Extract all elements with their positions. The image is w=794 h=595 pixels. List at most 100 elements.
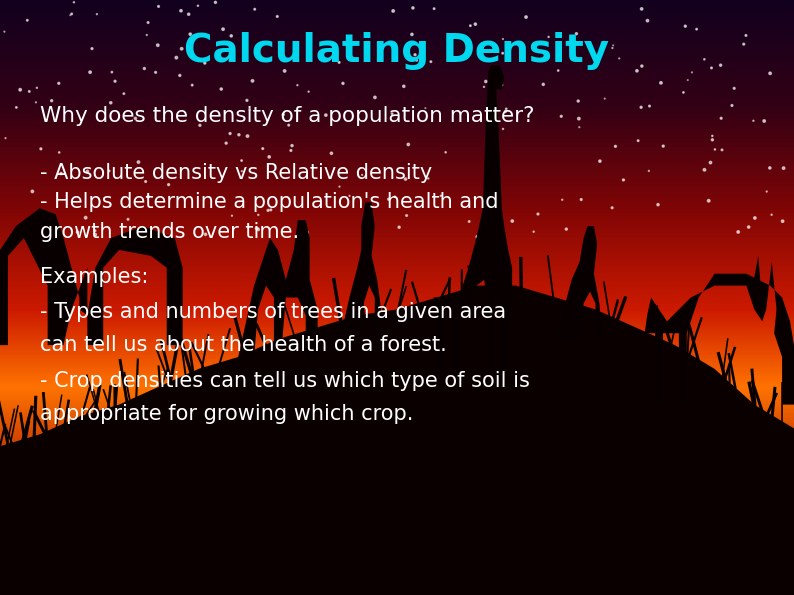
Polygon shape: [238, 220, 318, 357]
Point: [89, 226, 102, 236]
Point: [634, 102, 647, 112]
Point: [175, 6, 187, 15]
Point: [337, 79, 349, 88]
Point: [278, 66, 291, 76]
Point: [186, 80, 198, 90]
Point: [109, 77, 121, 86]
Point: [29, 98, 42, 107]
Point: [44, 211, 57, 220]
Point: [468, 193, 481, 202]
Point: [617, 175, 630, 184]
Polygon shape: [341, 202, 381, 333]
Point: [537, 80, 549, 89]
Point: [368, 93, 381, 102]
Point: [599, 94, 611, 104]
Point: [7, 229, 20, 239]
Point: [194, 121, 206, 130]
Point: [142, 192, 155, 202]
Polygon shape: [433, 65, 512, 369]
Point: [630, 66, 643, 76]
Point: [681, 76, 694, 85]
Point: [142, 18, 155, 27]
Point: [434, 191, 447, 201]
Point: [496, 35, 509, 44]
Point: [478, 82, 491, 92]
Point: [635, 61, 648, 71]
Point: [83, 67, 96, 77]
Point: [698, 165, 711, 174]
Point: [199, 230, 212, 239]
Point: [152, 40, 164, 50]
Point: [23, 87, 36, 96]
Point: [30, 83, 43, 93]
Point: [497, 124, 510, 134]
Point: [643, 101, 656, 111]
Point: [705, 63, 718, 73]
Point: [777, 164, 790, 173]
Point: [263, 152, 276, 162]
Point: [65, 9, 78, 18]
Point: [399, 174, 412, 184]
Point: [499, 107, 511, 116]
Point: [141, 30, 153, 40]
Point: [277, 110, 290, 120]
Point: [747, 116, 760, 126]
Point: [333, 58, 345, 67]
Point: [506, 217, 518, 226]
Point: [138, 64, 151, 73]
Polygon shape: [0, 208, 183, 446]
Point: [301, 228, 314, 237]
Point: [152, 2, 165, 11]
Point: [679, 21, 692, 31]
Point: [739, 31, 752, 40]
Point: [52, 79, 65, 88]
Point: [476, 44, 489, 54]
Polygon shape: [556, 226, 602, 339]
Point: [71, 227, 84, 237]
Point: [121, 215, 134, 224]
Point: [149, 68, 162, 77]
Text: - Types and numbers of trees in a given area: - Types and numbers of trees in a given …: [40, 302, 506, 322]
Point: [572, 96, 584, 106]
Point: [198, 58, 211, 68]
Point: [55, 169, 67, 178]
Point: [81, 167, 94, 176]
Point: [704, 158, 717, 167]
Point: [173, 71, 186, 80]
Point: [765, 210, 778, 220]
Point: [225, 31, 237, 40]
Point: [471, 232, 484, 242]
Text: - Absolute density vs Relative density: - Absolute density vs Relative density: [40, 162, 432, 183]
Point: [0, 133, 12, 143]
Point: [708, 145, 721, 154]
Point: [573, 123, 586, 132]
Point: [463, 217, 476, 226]
Point: [103, 166, 116, 176]
Point: [488, 153, 501, 162]
Point: [252, 210, 264, 220]
Point: [224, 129, 237, 138]
Point: [243, 105, 256, 114]
Point: [184, 29, 197, 39]
Point: [388, 192, 401, 202]
Point: [118, 231, 130, 240]
Point: [764, 163, 777, 173]
Point: [560, 224, 572, 234]
Point: [382, 195, 395, 204]
Point: [685, 68, 698, 77]
Point: [236, 167, 249, 176]
Point: [402, 140, 414, 149]
Point: [86, 44, 98, 54]
Point: [118, 89, 130, 98]
Point: [233, 130, 245, 139]
Point: [606, 43, 619, 53]
Point: [532, 209, 545, 219]
Point: [606, 203, 619, 212]
Point: [343, 191, 356, 201]
Point: [286, 141, 299, 151]
Point: [654, 78, 667, 87]
Point: [703, 196, 715, 205]
Point: [241, 131, 254, 141]
Point: [761, 187, 773, 196]
Point: [609, 142, 622, 151]
